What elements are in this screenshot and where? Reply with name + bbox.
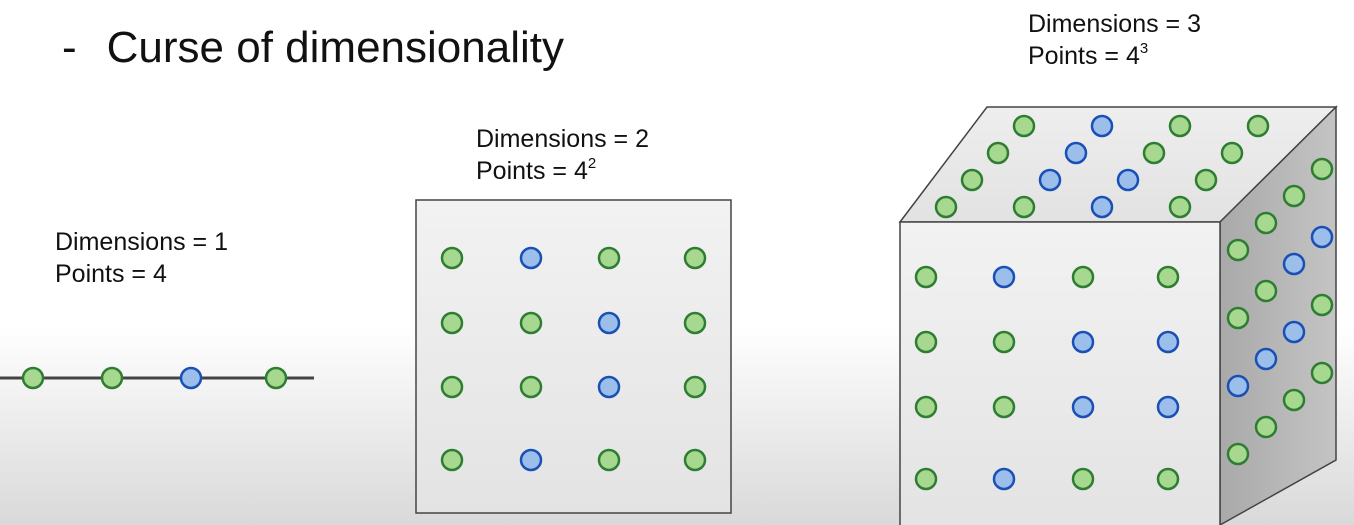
cube-front-blue-dot (1156, 330, 1180, 354)
cube-front-green-dot (914, 265, 938, 289)
grid-2d-blue-dot (597, 311, 621, 335)
cube-front-green-dot (1156, 467, 1180, 491)
dots-1d (21, 366, 288, 390)
cube-side-green-dot (1282, 184, 1306, 208)
line-1d-blue-dot (179, 366, 203, 390)
points-label-3d: Points = 43 (1028, 40, 1149, 70)
label-2d: Dimensions = 2 Points = 42 (476, 123, 649, 187)
grid-2d-green-dot (683, 448, 707, 472)
cube-top-green-dot (1168, 114, 1192, 138)
cube-front-green-dot (914, 330, 938, 354)
grid-2d-green-dot (440, 448, 464, 472)
cube-front-green-dot (1071, 265, 1095, 289)
cube-front-blue-dot (992, 265, 1016, 289)
cube-top-green-dot (1168, 195, 1192, 219)
cube-side-blue-dot (1226, 374, 1250, 398)
square-2d (415, 199, 732, 514)
cube-side-blue-dot (1282, 320, 1306, 344)
cube-front-green-dot (914, 467, 938, 491)
cube-front-green-dot (992, 395, 1016, 419)
cube-side-green-dot (1310, 361, 1334, 385)
cube-top-green-dot (1220, 141, 1244, 165)
grid-2d-green-dot (597, 246, 621, 270)
cube-side-green-dot (1310, 293, 1334, 317)
points-label-2d: Points = 42 (476, 155, 597, 185)
grid-2d-green-dot (440, 375, 464, 399)
cube-top-green-dot (934, 195, 958, 219)
slide-title: - Curse of dimensionality (62, 22, 564, 74)
label-3d: Dimensions = 3 Points = 43 (1028, 8, 1201, 72)
line-1d-green-dot (21, 366, 45, 390)
cube-top-blue-dot (1038, 168, 1062, 192)
cube-top-green-dot (1246, 114, 1270, 138)
cube-top-green-dot (1194, 168, 1218, 192)
grid-2d-green-dot (597, 448, 621, 472)
cube-top-green-dot (1012, 114, 1036, 138)
grid-2d-blue-dot (597, 375, 621, 399)
dims-label-2d: Dimensions = 2 (476, 125, 649, 153)
cube-side-blue-dot (1254, 347, 1278, 371)
cube-side-green-dot (1226, 238, 1250, 262)
grid-2d-green-dot (683, 246, 707, 270)
dots-cube-front (914, 265, 1180, 491)
cube-top-green-dot (960, 168, 984, 192)
cube-front-blue-dot (1071, 395, 1095, 419)
cube-front-green-dot (992, 330, 1016, 354)
grid-2d-green-dot (519, 311, 543, 335)
cube-side-green-dot (1282, 388, 1306, 412)
dims-label-3d: Dimensions = 3 (1028, 10, 1201, 38)
grid-2d-green-dot (683, 375, 707, 399)
cube-side-blue-dot (1310, 225, 1334, 249)
cube-top-blue-dot (1064, 141, 1088, 165)
cube-top-green-dot (1142, 141, 1166, 165)
cube-top-blue-dot (1090, 195, 1114, 219)
cube-front-green-dot (1156, 265, 1180, 289)
grid-2d-blue-dot (519, 448, 543, 472)
cube-top-blue-dot (1090, 114, 1114, 138)
cube-side-green-dot (1254, 279, 1278, 303)
cube-side-green-dot (1310, 157, 1334, 181)
cube-front-blue-dot (1071, 330, 1095, 354)
line-1d-green-dot (100, 366, 124, 390)
bullet-dash: - (62, 23, 77, 72)
cube-front-green-dot (1071, 467, 1095, 491)
cube-top-blue-dot (1116, 168, 1140, 192)
title-text: Curse of dimensionality (106, 23, 564, 72)
cube-side-blue-dot (1282, 252, 1306, 276)
cube-front-green-dot (914, 395, 938, 419)
dots-cube-side (1226, 157, 1334, 466)
line-1d-green-dot (264, 366, 288, 390)
cube-side-green-dot (1254, 415, 1278, 439)
dims-label-1d: Dimensions = 1 (55, 228, 228, 256)
grid-2d-blue-dot (519, 246, 543, 270)
cube-side-green-dot (1226, 442, 1250, 466)
dots-cube-top (934, 114, 1270, 219)
grid-2d-green-dot (683, 311, 707, 335)
label-1d: Dimensions = 1 Points = 4 (55, 226, 228, 290)
cube-side-green-dot (1226, 306, 1250, 330)
cube-top-green-dot (1012, 195, 1036, 219)
grid-2d-green-dot (519, 375, 543, 399)
grid-2d-green-dot (440, 246, 464, 270)
cube-front-blue-dot (992, 467, 1016, 491)
cube-top-green-dot (986, 141, 1010, 165)
dots-2d (440, 246, 707, 472)
cube-side-green-dot (1254, 211, 1278, 235)
grid-2d-green-dot (440, 311, 464, 335)
cube-front-blue-dot (1156, 395, 1180, 419)
points-label-1d: Points = 4 (55, 260, 167, 288)
